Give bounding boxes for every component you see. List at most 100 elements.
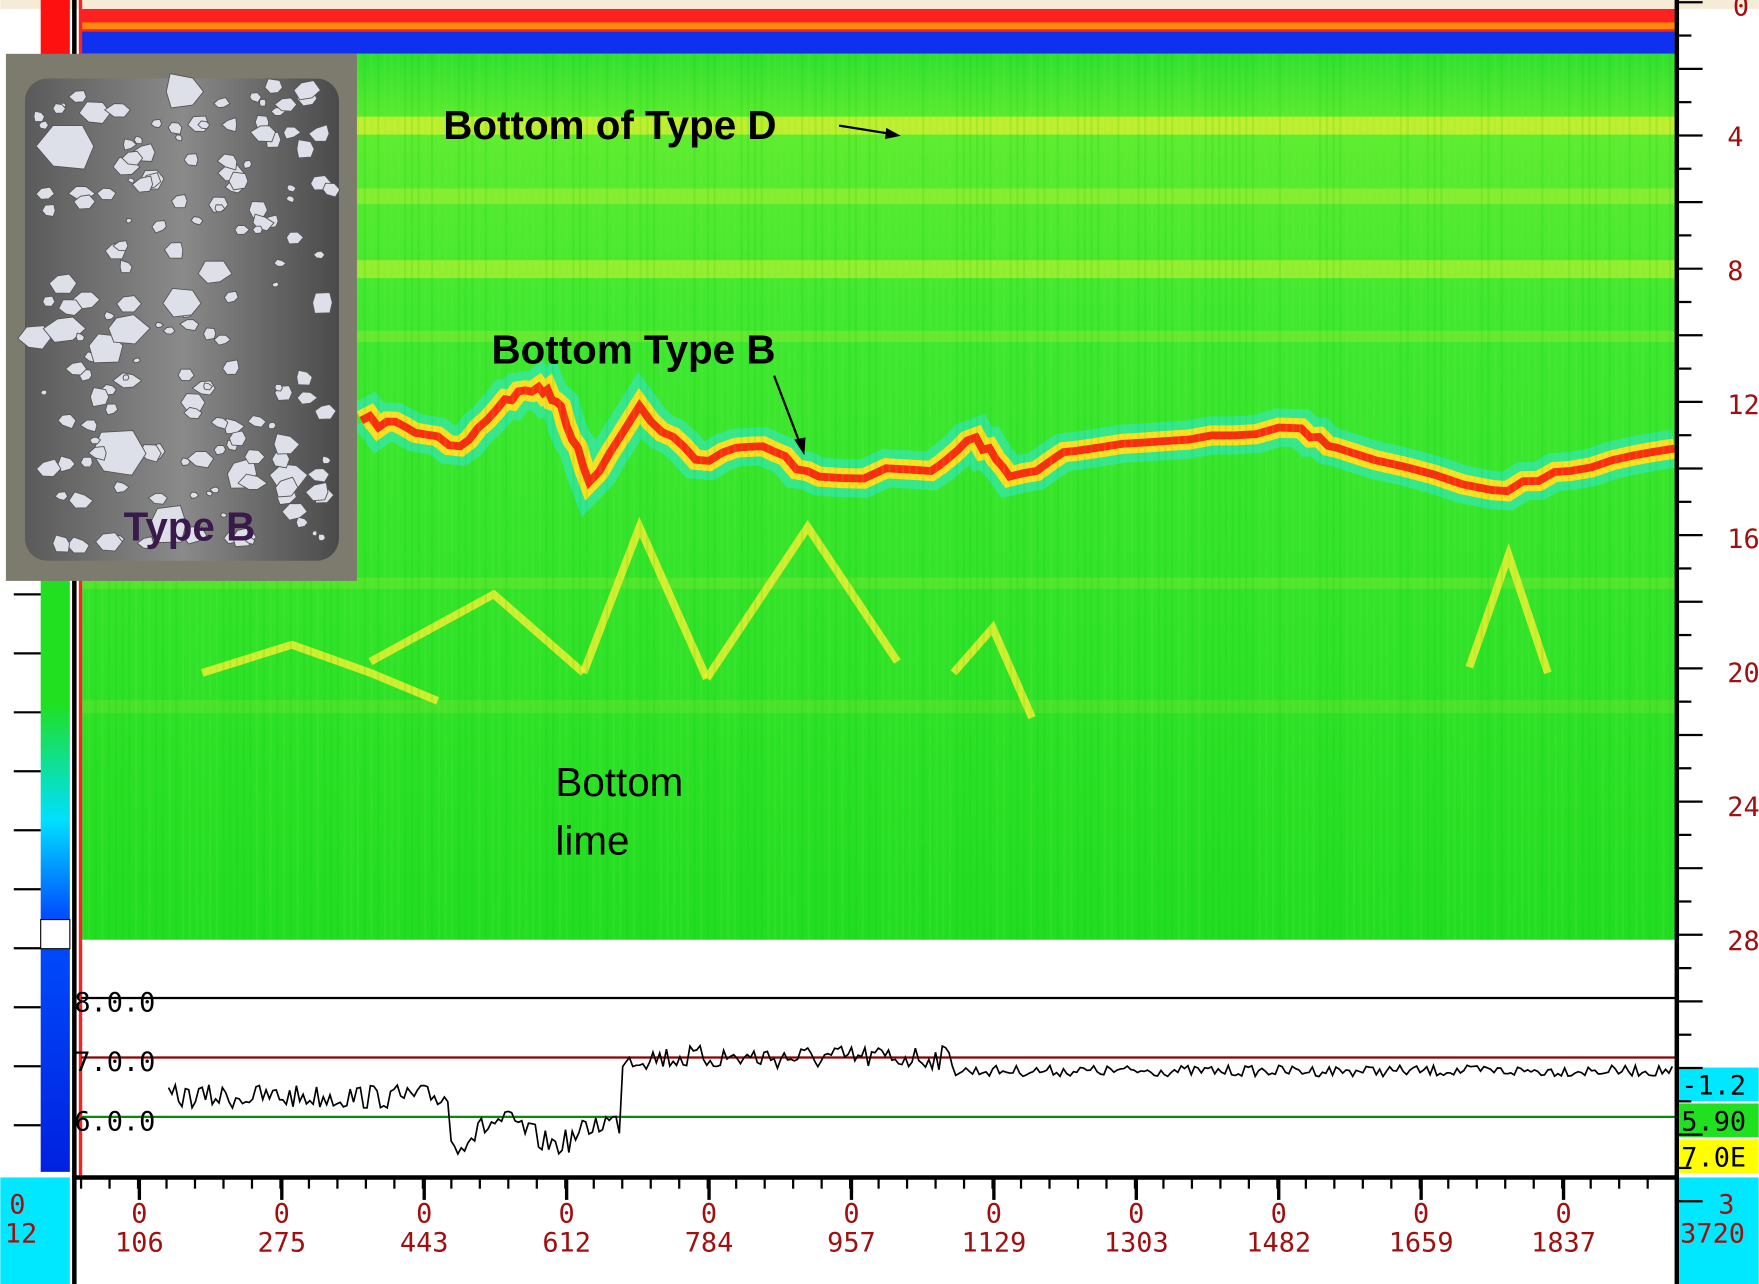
aggregate-stone [259, 99, 265, 106]
texture [1528, 54, 1530, 940]
depth-label: 20 [1727, 658, 1759, 689]
texture [1568, 54, 1570, 940]
depth-label: 24 [1727, 792, 1759, 823]
depth-label: 4 [1727, 122, 1743, 153]
aggregate-stone [268, 422, 276, 429]
texture [821, 54, 823, 940]
texture [989, 54, 991, 940]
texture [673, 54, 675, 940]
texture [1198, 54, 1200, 940]
aggregate-stone [123, 375, 129, 380]
texture [1306, 54, 1308, 940]
distance-label: 0 [131, 1198, 147, 1229]
texture [949, 54, 951, 940]
texture [835, 54, 837, 940]
texture [754, 54, 756, 940]
texture [532, 54, 534, 940]
texture [1501, 54, 1503, 940]
texture [1487, 54, 1489, 940]
texture [1333, 54, 1335, 940]
texture [936, 54, 938, 940]
texture [1259, 54, 1261, 940]
texture [1413, 54, 1415, 940]
texture [1003, 54, 1005, 940]
texture [1097, 54, 1099, 940]
depth-label: 16 [1727, 524, 1759, 555]
texture [814, 54, 816, 940]
texture [458, 54, 460, 940]
texture [969, 54, 971, 940]
distance-label: 0 [701, 1198, 717, 1229]
texture [1534, 54, 1536, 940]
texture [1669, 54, 1671, 940]
texture [1433, 54, 1435, 940]
texture [498, 54, 500, 940]
texture [1393, 54, 1395, 940]
texture [1420, 54, 1422, 940]
texture [1521, 54, 1523, 940]
texture [1353, 54, 1355, 940]
body: Type B Bottom of Type D Bottom Type B Bo… [0, 0, 1759, 1284]
distance-end: 3 [1718, 1189, 1734, 1220]
texture [922, 54, 924, 940]
distance-label: 1482 [1246, 1227, 1311, 1258]
texture [566, 54, 568, 940]
texture [1124, 54, 1126, 940]
texture [740, 54, 742, 940]
texture [841, 54, 843, 940]
annotation: Bottom of Type D [443, 102, 776, 148]
texture [1158, 54, 1160, 940]
texture [902, 54, 904, 940]
texture [1090, 54, 1092, 940]
texture [1030, 54, 1032, 940]
texture [862, 54, 864, 940]
texture [929, 54, 931, 940]
texture [1407, 54, 1409, 940]
texture [438, 54, 440, 940]
texture [1608, 54, 1610, 940]
texture [1481, 54, 1483, 940]
texture [485, 54, 487, 940]
texture [828, 54, 830, 940]
texture [1070, 54, 1072, 940]
annotation: Bottom Type B [491, 326, 775, 372]
texture [1084, 54, 1086, 940]
distance-label: 0 [986, 1198, 1002, 1229]
radargram-window: Type B Bottom of Type D Bottom Type B Bo… [0, 0, 1759, 1284]
texture [579, 54, 581, 940]
texture [1514, 54, 1516, 940]
texture [794, 54, 796, 940]
distance-label: 1659 [1389, 1227, 1454, 1258]
texture [518, 54, 520, 940]
texture [747, 54, 749, 940]
texture [1185, 54, 1187, 940]
aggregate-stone [43, 296, 55, 306]
distance-label: 0 [1128, 1198, 1144, 1229]
aggregate-stone [39, 121, 48, 129]
texture [370, 54, 372, 940]
photo-label: Type B [124, 504, 256, 550]
depth-label: 0 [1733, 0, 1749, 23]
readout: 5.90 [1681, 1106, 1746, 1137]
texture [1474, 54, 1476, 940]
distance-label: 957 [827, 1227, 876, 1258]
distance-label: 612 [542, 1227, 591, 1258]
texture [424, 54, 426, 940]
texture [1279, 54, 1281, 940]
texture [1285, 54, 1287, 940]
distance-start: 0 [9, 1189, 25, 1220]
texture [444, 54, 446, 940]
texture [956, 54, 958, 940]
texture [660, 54, 662, 940]
texture [680, 54, 682, 940]
texture [1642, 54, 1644, 940]
texture [774, 54, 776, 940]
depth-axis [1675, 0, 1679, 1284]
texture [1299, 54, 1301, 940]
texture [767, 54, 769, 940]
aggregate-stone [313, 293, 333, 314]
texture [808, 54, 810, 940]
texture [478, 54, 480, 940]
aggregate-stone [243, 160, 251, 168]
texture [1581, 54, 1583, 940]
